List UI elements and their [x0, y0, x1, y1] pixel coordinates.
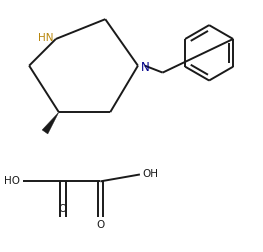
Text: N: N	[140, 61, 149, 74]
Text: HN: HN	[38, 33, 54, 43]
Text: O: O	[59, 204, 67, 214]
Text: OH: OH	[143, 169, 159, 179]
Polygon shape	[42, 112, 59, 134]
Text: HO: HO	[4, 176, 20, 186]
Text: O: O	[96, 220, 104, 230]
